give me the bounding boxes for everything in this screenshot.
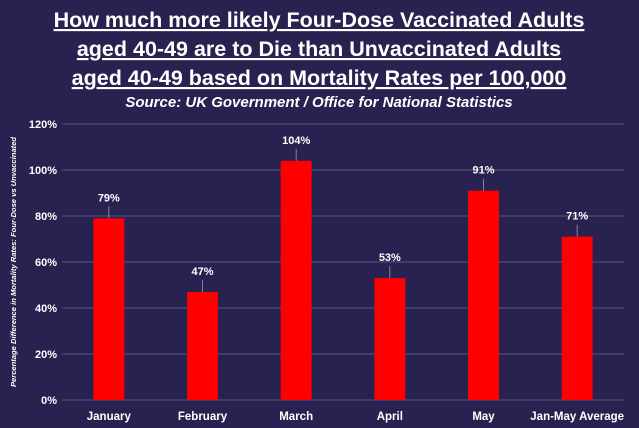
- category-label: March: [279, 411, 313, 423]
- bar: [187, 291, 218, 400]
- chart-subtitle: Source: UK Government / Office for Natio…: [125, 94, 512, 111]
- category-label: February: [178, 411, 228, 423]
- y-tick-label: 40%: [35, 303, 57, 315]
- bar: [468, 190, 499, 400]
- y-tick-label: 120%: [29, 119, 57, 131]
- data-labels: 79% 47% 104% 53% 91% 71%: [98, 135, 588, 292]
- bar: [374, 278, 406, 400]
- category-label: April: [377, 411, 403, 423]
- data-label: 53%: [379, 252, 401, 264]
- data-label: 47%: [191, 266, 213, 278]
- data-label: 71%: [566, 211, 588, 223]
- category-label: January: [87, 411, 132, 423]
- bar: [561, 236, 593, 400]
- category-label: May: [472, 411, 495, 423]
- y-tick-label: 60%: [35, 257, 57, 269]
- chart-title: How much more likely Four-Dose Vaccinate…: [54, 8, 585, 90]
- y-axis-ticks: 0% 20% 40% 60% 80% 100% 120%: [29, 119, 57, 407]
- y-tick-label: 100%: [29, 165, 57, 177]
- category-label: Jan-May Average: [530, 411, 624, 423]
- y-axis-title: Percentage Difference in Mortality Rates…: [9, 137, 18, 387]
- y-tick-label: 80%: [35, 211, 57, 223]
- data-label: 91%: [472, 165, 494, 177]
- y-tick-label: 20%: [35, 349, 57, 361]
- gridlines: [62, 123, 624, 401]
- data-label: 79%: [98, 192, 120, 204]
- title-line-3: aged 40-49 based on Mortality Rates per …: [72, 66, 567, 90]
- y-tick-label: 0%: [41, 395, 57, 407]
- data-label: 104%: [282, 135, 310, 147]
- title-line-2: aged 40-49 are to Die than Unvaccinated …: [77, 37, 561, 61]
- title-line-1: How much more likely Four-Dose Vaccinate…: [54, 8, 585, 32]
- bars: [93, 160, 593, 400]
- x-axis-categories: January February March April May Jan-May Aver…: [87, 411, 624, 423]
- bar: [280, 160, 312, 400]
- bar: [93, 218, 125, 400]
